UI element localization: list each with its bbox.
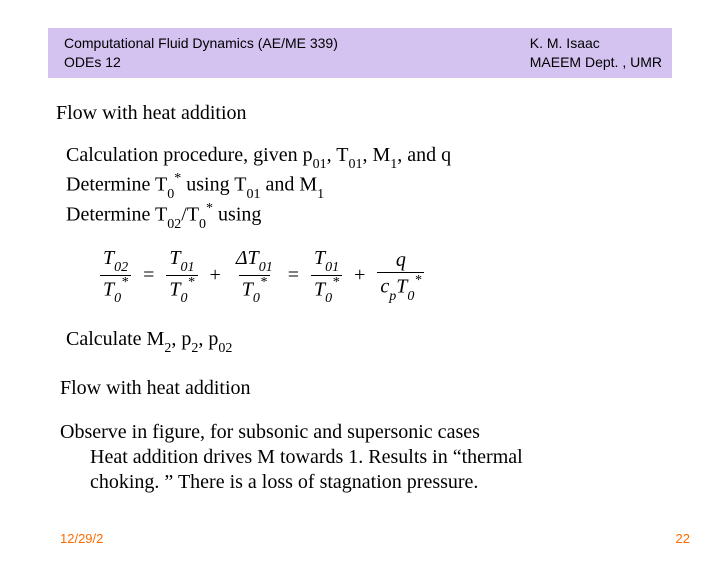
t: q [396, 249, 406, 271]
t: /T [181, 204, 199, 226]
t: , p [198, 328, 218, 350]
equation: T02 T0* = T01 T0* + ΔT01 T0* = T01 T0* +… [100, 248, 720, 305]
t: Calculation procedure, given p [66, 144, 313, 166]
sup: * [206, 201, 213, 216]
t: Determine T [66, 174, 167, 196]
t: using [213, 204, 261, 226]
frac-1: T02 T0* [100, 248, 131, 305]
proc-line-2: Determine T0* using T01 and M1 [66, 171, 720, 201]
sub: 0 [167, 187, 174, 202]
sub: 2 [191, 341, 198, 356]
sub: 02 [218, 341, 232, 356]
course-subtitle: ODEs 12 [64, 53, 338, 72]
section-title-2: Flow with heat addition [60, 377, 720, 400]
t: , T [327, 144, 349, 166]
t: Determine T [66, 204, 167, 226]
sub: 01 [259, 260, 273, 275]
section-title-1: Flow with heat addition [56, 102, 720, 125]
t: and M [260, 174, 317, 196]
sup: * [121, 275, 128, 290]
t: ΔT [236, 247, 259, 269]
sub: 0 [199, 217, 206, 232]
sub: 0 [181, 291, 188, 306]
frac-5: q cpT0* [377, 250, 424, 302]
sup: * [174, 171, 181, 186]
sup: * [260, 275, 267, 290]
sub: 2 [164, 341, 171, 356]
t: , and q [397, 144, 451, 166]
sub: p [389, 289, 396, 304]
equals: = [286, 264, 301, 287]
header-band: Computational Fluid Dynamics (AE/ME 339)… [48, 28, 672, 78]
plus: + [352, 264, 367, 287]
sup: * [332, 275, 339, 290]
observe-line-1: Observe in figure, for subsonic and supe… [60, 420, 720, 445]
sub: 02 [167, 217, 181, 232]
frac-2: T01 T0* [166, 248, 197, 305]
plus: + [208, 264, 223, 287]
proc-line-3: Determine T02/T0* using [66, 201, 720, 231]
sub: 1 [317, 187, 324, 202]
calculation-procedure: Calculation procedure, given p01, T01, M… [66, 143, 720, 232]
t: T [169, 278, 180, 300]
frac-3: ΔT01 T0* [233, 248, 276, 305]
sup: * [414, 273, 421, 288]
header-left: Computational Fluid Dynamics (AE/ME 339)… [64, 34, 338, 72]
observe-line-2: Heat addition drives M towards 1. Result… [90, 445, 720, 470]
footer-page: 22 [676, 531, 690, 546]
t: T [396, 276, 407, 298]
header-right: K. M. Isaac MAEEM Dept. , UMR [530, 34, 662, 72]
observe-line-3: choking. ” There is a loss of stagnation… [90, 470, 720, 495]
sub: 1 [390, 157, 397, 172]
t: c [380, 276, 389, 298]
t: T [169, 247, 180, 269]
sub: 01 [348, 157, 362, 172]
t: T [103, 278, 114, 300]
t: T [314, 247, 325, 269]
course-title: Computational Fluid Dynamics (AE/ME 339) [64, 34, 338, 53]
frac-4: T01 T0* [311, 248, 342, 305]
sub: 01 [325, 260, 339, 275]
t: , M [362, 144, 390, 166]
t: T [314, 278, 325, 300]
proc-line-1: Calculation procedure, given p01, T01, M… [66, 143, 720, 172]
author-dept: MAEEM Dept. , UMR [530, 53, 662, 72]
sup: * [188, 275, 195, 290]
sub: 02 [114, 260, 128, 275]
footer-date: 12/29/2 [60, 531, 103, 546]
t: Calculate M [66, 328, 164, 350]
sub: 01 [246, 187, 260, 202]
observe-block: Observe in figure, for subsonic and supe… [60, 420, 720, 495]
sub: 0 [114, 291, 121, 306]
t: , p [171, 328, 191, 350]
sub: 01 [313, 157, 327, 172]
t: T [103, 247, 114, 269]
sub: 01 [181, 260, 195, 275]
equals: = [141, 264, 156, 287]
calculate-line: Calculate M2, p2, p02 [66, 328, 720, 355]
sub: 0 [325, 291, 332, 306]
sub: 0 [407, 289, 414, 304]
t: T [242, 278, 253, 300]
t: using T [181, 174, 246, 196]
author-name: K. M. Isaac [530, 34, 662, 53]
sub: 0 [253, 291, 260, 306]
